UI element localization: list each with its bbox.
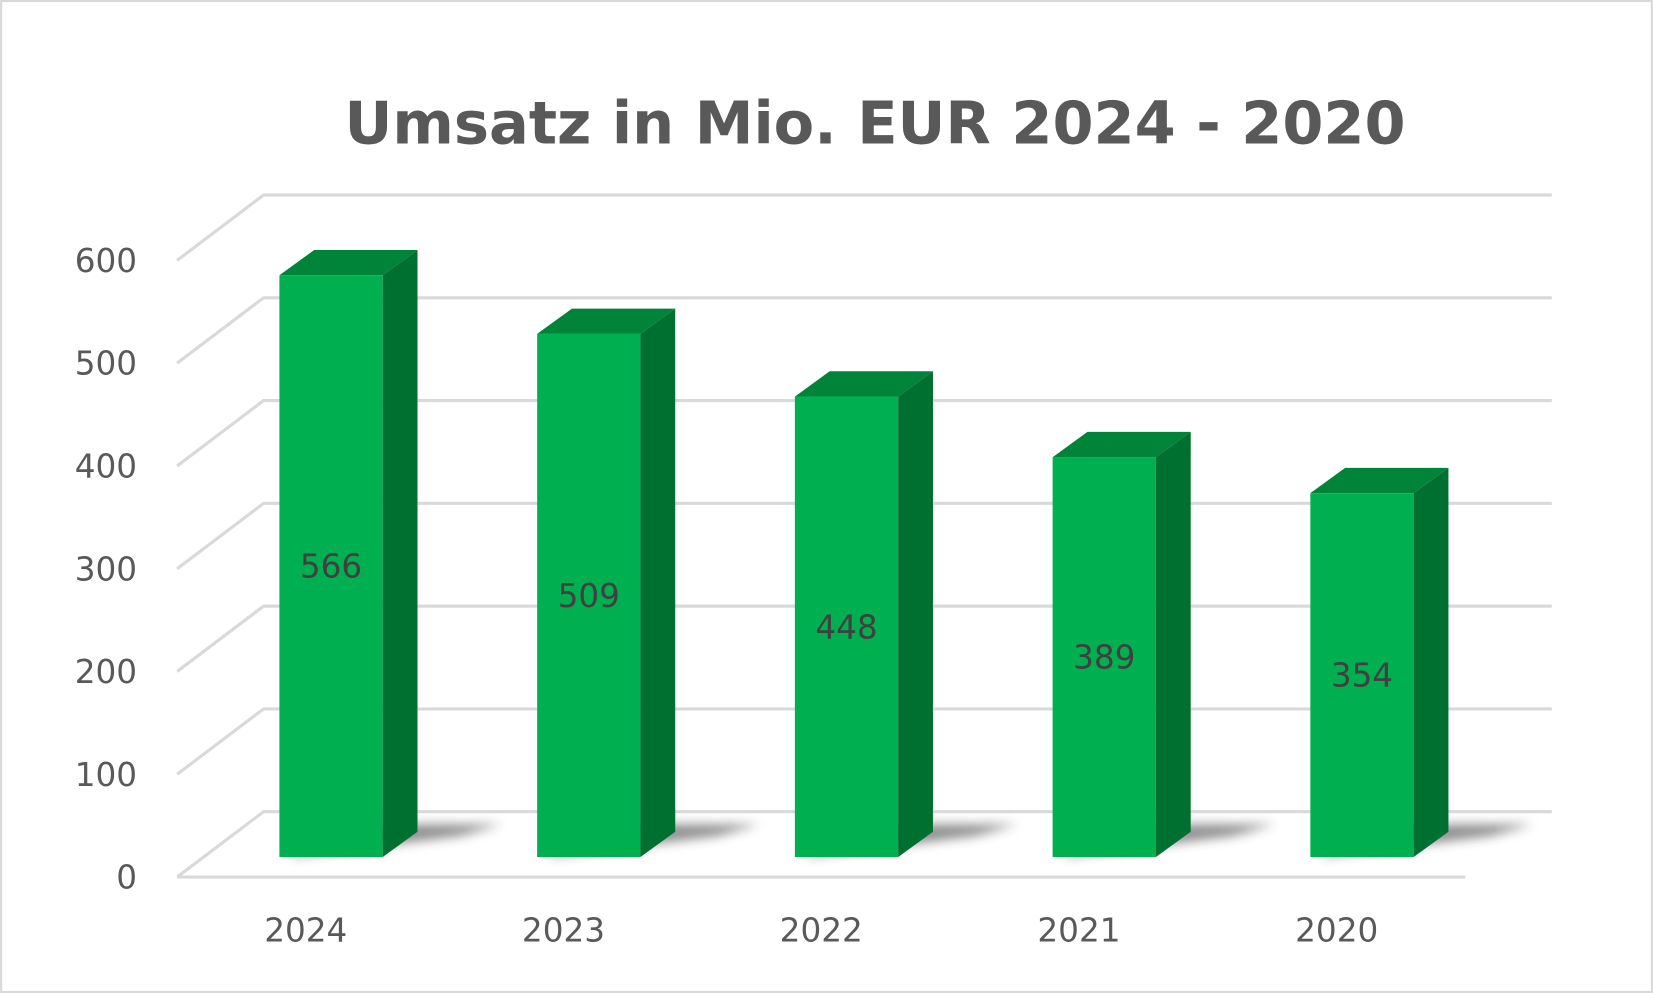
bar-top (279, 249, 418, 276)
bar-side (1413, 467, 1449, 858)
gridline (176, 398, 1552, 468)
y-tick-label: 100 (75, 756, 137, 794)
y-tick-label: 400 (75, 448, 137, 486)
bar-front (794, 396, 899, 858)
y-tick-label: 500 (75, 345, 137, 383)
data-label: 389 (1073, 639, 1135, 677)
y-tick-label: 600 (75, 242, 137, 280)
x-tick-label: 2020 (1295, 911, 1378, 949)
y-tick-label: 0 (116, 859, 137, 897)
x-tick-label: 2022 (780, 911, 863, 949)
bar-top (794, 371, 933, 397)
bar-front (1052, 457, 1156, 858)
bar-top (1310, 467, 1449, 494)
chart-title: Umsatz in Mio. EUR 2024 - 2020 (344, 88, 1405, 157)
gridline (176, 296, 1552, 365)
bar-front (537, 333, 641, 858)
bar-side (1155, 431, 1191, 858)
gridline (176, 193, 1552, 262)
bar-side (382, 249, 418, 858)
bar-side (640, 308, 676, 858)
x-tick-label: 2021 (1037, 911, 1120, 949)
data-label: 448 (815, 608, 877, 646)
bar-top (537, 308, 676, 334)
data-label: 509 (558, 577, 620, 615)
bar-front (279, 275, 383, 858)
x-tick-label: 2024 (264, 911, 347, 949)
bar-side (898, 371, 933, 858)
data-label: 566 (300, 548, 362, 586)
data-label: 354 (1331, 657, 1393, 695)
bar-front (1310, 493, 1414, 858)
y-tick-label: 300 (75, 550, 137, 588)
y-tick-label: 200 (75, 653, 137, 691)
bar-top (1052, 431, 1191, 458)
x-tick-label: 2023 (522, 911, 605, 949)
